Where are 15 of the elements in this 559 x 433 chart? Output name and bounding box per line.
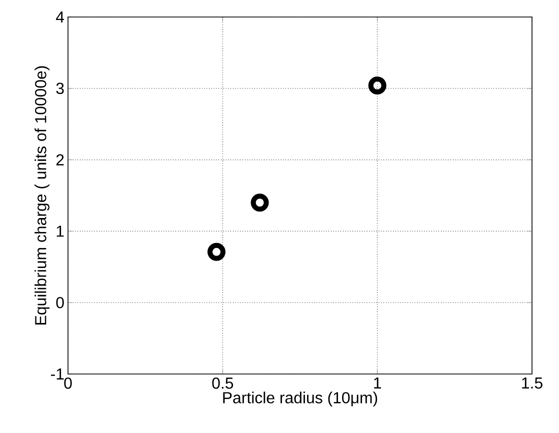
point [207,242,226,261]
y-tick-label: 3 [56,82,64,94]
y-tick-label: 1 [56,226,64,237]
x-tick-label: 0.5 [212,378,234,389]
x-tick-label: 1.5 [522,378,542,389]
point [368,76,386,95]
point [250,194,269,212]
x-tick-label: 1 [374,378,381,388]
y-tick-label: 0 [56,296,64,308]
x-tick-label: 0 [64,378,72,389]
y-tick-label: -1 [51,368,64,380]
x-axis-title: Particle radius (10μm) [223,392,378,407]
y-tick-label: 2 [56,154,64,166]
y-tick-label: 4 [56,12,64,22]
y-axis-title: Equilibrium charge ( units of 10000e) [34,66,50,324]
